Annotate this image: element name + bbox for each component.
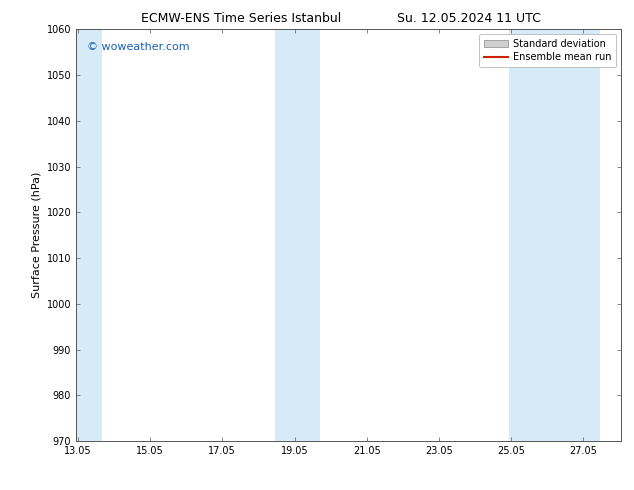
Legend: Standard deviation, Ensemble mean run: Standard deviation, Ensemble mean run <box>479 34 616 67</box>
Text: Su. 12.05.2024 11 UTC: Su. 12.05.2024 11 UTC <box>398 12 541 25</box>
Y-axis label: Surface Pressure (hPa): Surface Pressure (hPa) <box>31 172 41 298</box>
Bar <box>275 29 320 441</box>
Text: ECMW-ENS Time Series Istanbul: ECMW-ENS Time Series Istanbul <box>141 12 341 25</box>
Bar <box>509 29 600 441</box>
Bar <box>76 29 102 441</box>
Text: © woweather.com: © woweather.com <box>87 42 190 52</box>
